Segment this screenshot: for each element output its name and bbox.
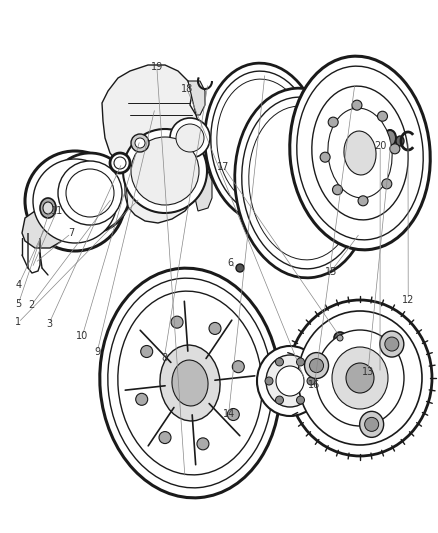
Ellipse shape	[242, 97, 364, 269]
Ellipse shape	[170, 118, 210, 158]
Ellipse shape	[384, 130, 396, 146]
Text: 19: 19	[151, 62, 163, 71]
Ellipse shape	[358, 196, 368, 206]
Text: 7: 7	[68, 229, 74, 238]
Ellipse shape	[118, 291, 262, 475]
Ellipse shape	[232, 361, 244, 373]
Ellipse shape	[211, 71, 315, 215]
Ellipse shape	[160, 345, 220, 421]
Ellipse shape	[33, 159, 117, 243]
Ellipse shape	[171, 316, 183, 328]
Text: 9: 9	[94, 347, 100, 357]
Ellipse shape	[136, 393, 148, 405]
Ellipse shape	[332, 347, 388, 409]
Ellipse shape	[25, 151, 125, 251]
Ellipse shape	[108, 278, 272, 488]
Polygon shape	[102, 65, 200, 223]
Ellipse shape	[344, 131, 376, 175]
Ellipse shape	[58, 161, 122, 225]
Ellipse shape	[360, 411, 384, 438]
Ellipse shape	[66, 169, 114, 217]
Ellipse shape	[297, 66, 423, 240]
Ellipse shape	[235, 88, 371, 278]
Ellipse shape	[131, 134, 149, 152]
Ellipse shape	[297, 358, 304, 366]
Ellipse shape	[337, 335, 343, 341]
Ellipse shape	[236, 264, 244, 272]
Ellipse shape	[209, 322, 221, 334]
Ellipse shape	[328, 108, 392, 198]
Ellipse shape	[390, 144, 400, 154]
Ellipse shape	[290, 56, 430, 250]
Ellipse shape	[328, 117, 338, 127]
Polygon shape	[22, 211, 65, 248]
Ellipse shape	[135, 138, 145, 148]
Text: 17: 17	[217, 162, 230, 172]
Ellipse shape	[197, 438, 209, 450]
Ellipse shape	[276, 396, 283, 404]
Ellipse shape	[123, 129, 207, 213]
Text: 16: 16	[308, 380, 321, 390]
Text: 13: 13	[362, 367, 374, 377]
Ellipse shape	[43, 202, 53, 214]
Text: 1: 1	[15, 318, 21, 327]
Ellipse shape	[131, 137, 199, 205]
Ellipse shape	[352, 100, 362, 110]
Ellipse shape	[332, 185, 343, 195]
Ellipse shape	[100, 268, 280, 498]
Ellipse shape	[304, 352, 328, 378]
Ellipse shape	[276, 358, 283, 366]
Text: 18: 18	[181, 84, 193, 94]
Text: 4: 4	[15, 280, 21, 290]
Ellipse shape	[276, 366, 304, 396]
Ellipse shape	[114, 157, 126, 169]
Ellipse shape	[50, 153, 130, 233]
Text: 2: 2	[28, 300, 35, 310]
Ellipse shape	[310, 359, 324, 373]
Ellipse shape	[365, 417, 378, 431]
Ellipse shape	[172, 360, 208, 406]
Ellipse shape	[265, 377, 273, 385]
Ellipse shape	[346, 363, 374, 393]
Ellipse shape	[40, 198, 56, 218]
Ellipse shape	[159, 432, 171, 443]
Polygon shape	[195, 171, 212, 211]
Text: 14: 14	[223, 409, 235, 419]
Ellipse shape	[227, 408, 239, 421]
Ellipse shape	[205, 63, 321, 223]
Ellipse shape	[396, 136, 404, 146]
Ellipse shape	[316, 330, 404, 426]
Text: 12: 12	[402, 295, 414, 304]
Ellipse shape	[382, 179, 392, 189]
Ellipse shape	[320, 152, 330, 162]
Ellipse shape	[378, 111, 388, 121]
Text: 6: 6	[227, 258, 233, 268]
Text: 11: 11	[51, 206, 63, 215]
Text: 5: 5	[15, 299, 21, 309]
Text: 20: 20	[374, 141, 386, 150]
Text: 10: 10	[76, 331, 88, 341]
Ellipse shape	[141, 345, 153, 358]
Ellipse shape	[312, 86, 408, 220]
Ellipse shape	[288, 300, 432, 456]
Ellipse shape	[298, 311, 422, 445]
Ellipse shape	[110, 153, 130, 173]
Ellipse shape	[249, 106, 357, 260]
Polygon shape	[188, 81, 205, 115]
Ellipse shape	[385, 337, 399, 351]
Ellipse shape	[307, 377, 315, 385]
Ellipse shape	[380, 331, 404, 357]
Ellipse shape	[257, 346, 323, 416]
Text: 15: 15	[325, 267, 337, 277]
Ellipse shape	[334, 332, 346, 344]
Ellipse shape	[176, 124, 204, 152]
Ellipse shape	[217, 79, 309, 207]
Ellipse shape	[297, 396, 304, 404]
Text: 3: 3	[46, 319, 52, 328]
Text: 8: 8	[161, 353, 167, 363]
Ellipse shape	[266, 355, 314, 407]
